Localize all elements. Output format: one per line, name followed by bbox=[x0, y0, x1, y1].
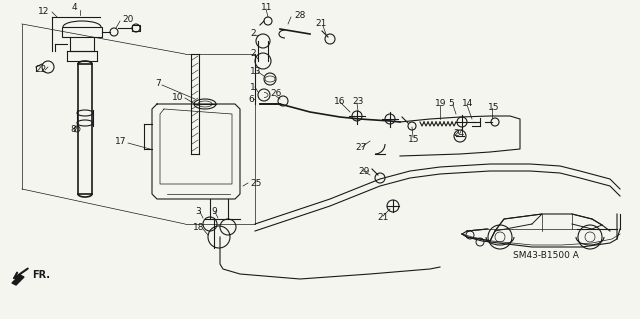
Text: 22: 22 bbox=[35, 65, 46, 75]
Bar bbox=[132, 25, 140, 31]
Text: 24: 24 bbox=[453, 130, 464, 138]
Text: SM43-B1500 A: SM43-B1500 A bbox=[513, 251, 579, 261]
Text: 15: 15 bbox=[408, 135, 419, 144]
Text: 11: 11 bbox=[261, 3, 273, 11]
Text: 8: 8 bbox=[70, 124, 76, 133]
Text: 2: 2 bbox=[250, 29, 255, 39]
Text: 1: 1 bbox=[250, 83, 256, 92]
Polygon shape bbox=[12, 275, 24, 285]
Text: 7: 7 bbox=[155, 78, 161, 87]
Text: 13: 13 bbox=[250, 68, 262, 77]
Text: 16: 16 bbox=[334, 97, 346, 106]
Text: 2: 2 bbox=[250, 49, 255, 58]
Text: 19: 19 bbox=[435, 100, 447, 108]
Text: 25: 25 bbox=[250, 180, 261, 189]
Text: 21: 21 bbox=[377, 212, 388, 221]
Text: 9: 9 bbox=[211, 207, 217, 217]
Text: 29: 29 bbox=[358, 167, 369, 175]
Text: 10: 10 bbox=[172, 93, 184, 101]
Text: 18: 18 bbox=[193, 224, 205, 233]
Text: 20: 20 bbox=[122, 16, 133, 25]
Text: 6: 6 bbox=[248, 94, 253, 103]
Text: 14: 14 bbox=[462, 100, 474, 108]
Text: 5: 5 bbox=[448, 100, 454, 108]
Text: 26: 26 bbox=[270, 90, 282, 99]
Text: 21: 21 bbox=[315, 19, 326, 28]
Bar bbox=[62, 27, 102, 37]
Text: 12: 12 bbox=[38, 8, 49, 17]
Text: 15: 15 bbox=[488, 102, 499, 112]
Text: 28: 28 bbox=[294, 11, 305, 20]
Text: 17: 17 bbox=[115, 137, 127, 145]
Text: 3: 3 bbox=[195, 207, 201, 217]
Text: 23: 23 bbox=[352, 97, 364, 106]
Text: FR.: FR. bbox=[32, 270, 50, 280]
Text: 4: 4 bbox=[72, 4, 77, 12]
Text: 27: 27 bbox=[355, 144, 366, 152]
